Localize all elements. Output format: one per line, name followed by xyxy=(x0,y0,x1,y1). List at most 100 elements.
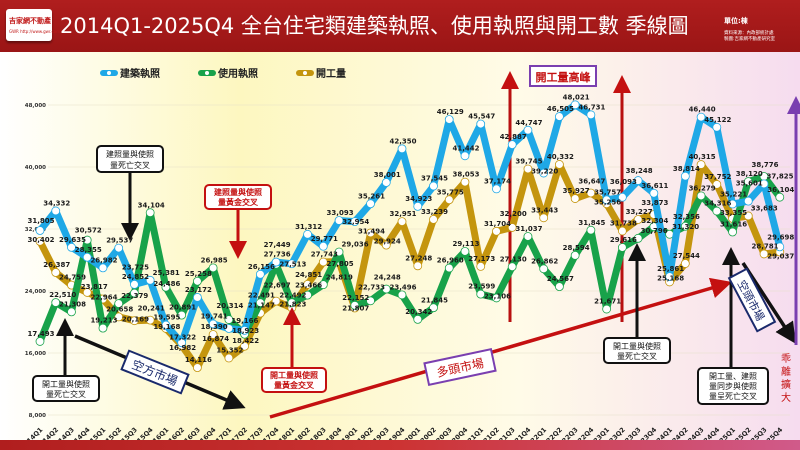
data-point xyxy=(303,280,312,289)
data-point xyxy=(570,100,580,110)
data-label: 23,106 xyxy=(484,293,511,301)
data-label: 22,733 xyxy=(358,283,385,291)
data-label: 19,741 xyxy=(201,313,228,321)
data-point xyxy=(633,215,643,224)
credit-text: 製圖:吉家網不動產研究室 xyxy=(724,37,776,42)
data-label: 33,355 xyxy=(720,209,747,217)
data-label: 25,381 xyxy=(153,269,180,277)
data-label: 35,775 xyxy=(437,188,464,196)
data-label: 31,738 xyxy=(610,220,637,228)
data-label: 28,781 xyxy=(752,243,779,251)
data-point xyxy=(318,241,328,251)
data-point xyxy=(586,225,596,235)
data-label: 22,152 xyxy=(342,294,369,302)
data-label: 20,891 xyxy=(169,304,196,312)
data-point xyxy=(224,315,234,324)
data-point xyxy=(35,337,45,346)
data-point xyxy=(145,315,155,325)
data-label: 38,248 xyxy=(626,167,653,175)
data-label: 31,320 xyxy=(672,223,699,231)
data-point xyxy=(287,298,297,308)
data-point xyxy=(114,243,124,253)
data-label: 27,736 xyxy=(264,251,291,259)
data-point xyxy=(413,314,423,324)
data-label: 21,147 xyxy=(248,302,275,310)
data-label: 40,315 xyxy=(689,153,716,161)
data-label: 33,683 xyxy=(751,205,778,213)
data-label: 26,156 xyxy=(248,263,275,271)
annotation-char: 大 xyxy=(781,391,791,404)
data-label: 24,567 xyxy=(547,275,574,283)
y-tick-label: 48,000 xyxy=(25,103,46,109)
data-label: 38,814 xyxy=(673,165,700,173)
data-label: 34,332 xyxy=(43,200,70,208)
data-point xyxy=(145,208,155,218)
data-label: 29,924 xyxy=(374,238,401,246)
legend-item-building-permit: 建築執照 xyxy=(100,67,160,80)
data-point xyxy=(271,257,281,267)
annotation-death-cross-2: 開工量與使照 量死亡交叉 xyxy=(32,318,100,402)
data-point xyxy=(523,232,533,241)
data-point xyxy=(523,164,533,174)
data-point xyxy=(413,261,423,271)
data-label: 28,355 xyxy=(75,246,102,254)
data-label: 18,422 xyxy=(232,337,259,345)
data-label: 31,312 xyxy=(295,223,322,231)
data-point xyxy=(208,263,218,273)
data-label: 24,486 xyxy=(153,280,180,288)
data-label: 21,671 xyxy=(594,298,621,306)
data-point xyxy=(429,214,438,224)
annotation-text: 量死亡交叉 xyxy=(110,160,150,170)
annotation-golden-cross-2: 開工量與使照 量黃金交叉 xyxy=(261,307,327,393)
data-label: 20,342 xyxy=(405,308,432,316)
footer-bar xyxy=(0,440,800,450)
data-label: 33,443 xyxy=(531,206,558,214)
data-label: 38,120 xyxy=(736,170,763,178)
annotation-text: 量呈死亡交叉 xyxy=(709,391,757,401)
data-label: 39,745 xyxy=(515,158,542,166)
data-point xyxy=(523,125,533,135)
data-label: 33,227 xyxy=(626,208,653,216)
data-point xyxy=(555,282,564,292)
data-point xyxy=(51,268,61,277)
data-label: 25,168 xyxy=(657,275,684,283)
data-label: 42,887 xyxy=(500,133,527,141)
data-label: 31,704 xyxy=(484,220,511,228)
data-label: 29,037 xyxy=(767,253,794,261)
data-label: 27,743 xyxy=(311,251,338,259)
annotation-text: 量黃金交叉 xyxy=(218,197,259,207)
data-point xyxy=(743,211,753,221)
data-point xyxy=(303,290,312,300)
data-label: 23,496 xyxy=(390,284,417,292)
data-label: 35,927 xyxy=(563,187,590,195)
data-point xyxy=(743,177,753,186)
data-point xyxy=(680,171,690,181)
data-point xyxy=(492,293,501,303)
data-point xyxy=(555,160,564,169)
bull-market-arrow xyxy=(269,277,733,419)
data-label: 25,861 xyxy=(657,265,684,273)
annotation-char: 擴 xyxy=(781,378,791,391)
data-label: 22,492 xyxy=(279,291,306,299)
data-point xyxy=(67,242,76,252)
data-label: 41,442 xyxy=(452,144,479,152)
data-label: 22,379 xyxy=(121,292,148,300)
data-label: 29,771 xyxy=(311,235,338,243)
data-label: 21,845 xyxy=(421,296,448,304)
data-label: 30,572 xyxy=(75,227,102,235)
data-point xyxy=(51,298,61,307)
data-label: 24,851 xyxy=(295,271,322,279)
data-label: 35,757 xyxy=(594,188,621,196)
data-point xyxy=(82,235,92,245)
data-label: 27,513 xyxy=(279,260,306,268)
data-point xyxy=(476,119,486,129)
data-label: 21,308 xyxy=(59,300,86,308)
annotation-text: 建照量與使照 xyxy=(213,187,262,197)
annotation-golden-cross-1: 建照量與使照 量黃金交叉 xyxy=(204,184,272,259)
data-point xyxy=(429,303,438,313)
data-point xyxy=(539,213,549,223)
data-point xyxy=(539,264,549,274)
data-point xyxy=(680,259,690,268)
data-label: 31,845 xyxy=(578,219,605,227)
data-point xyxy=(130,316,139,326)
